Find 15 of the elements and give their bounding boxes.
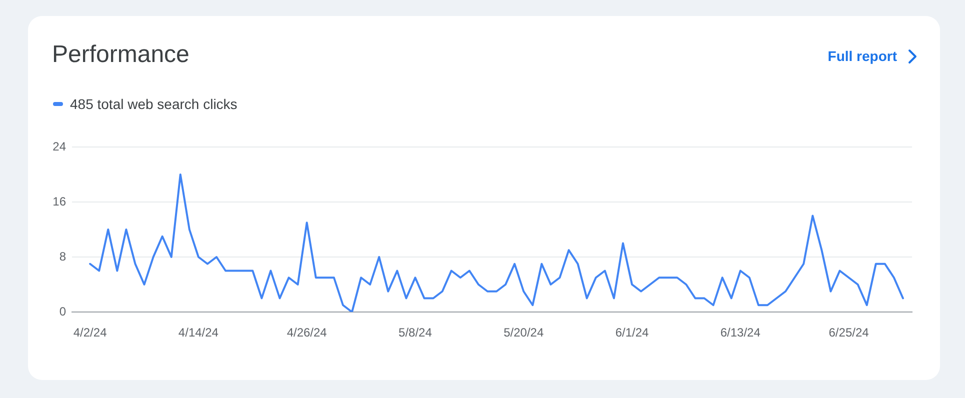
y-tick-label: 8 [59,249,66,264]
y-tick-label: 0 [59,304,66,318]
legend-label: 485 total web search clicks [70,95,238,113]
y-tick-label: 16 [52,194,66,208]
x-tick-label: 5/20/24 [504,326,544,340]
x-tick-label: 5/8/24 [398,326,432,340]
x-tick-label: 6/25/24 [828,326,870,340]
y-tick-label: 24 [52,139,66,154]
x-tick-label: 6/1/24 [615,326,649,340]
x-tick-label: 4/14/24 [178,326,219,340]
x-tick-label: 6/13/24 [720,326,761,340]
text: Full report [828,47,897,65]
x-tick-label: 4/26/24 [286,326,328,340]
chart-title: Performance [52,41,190,69]
x-tick-label: 4/2/24 [73,326,108,340]
